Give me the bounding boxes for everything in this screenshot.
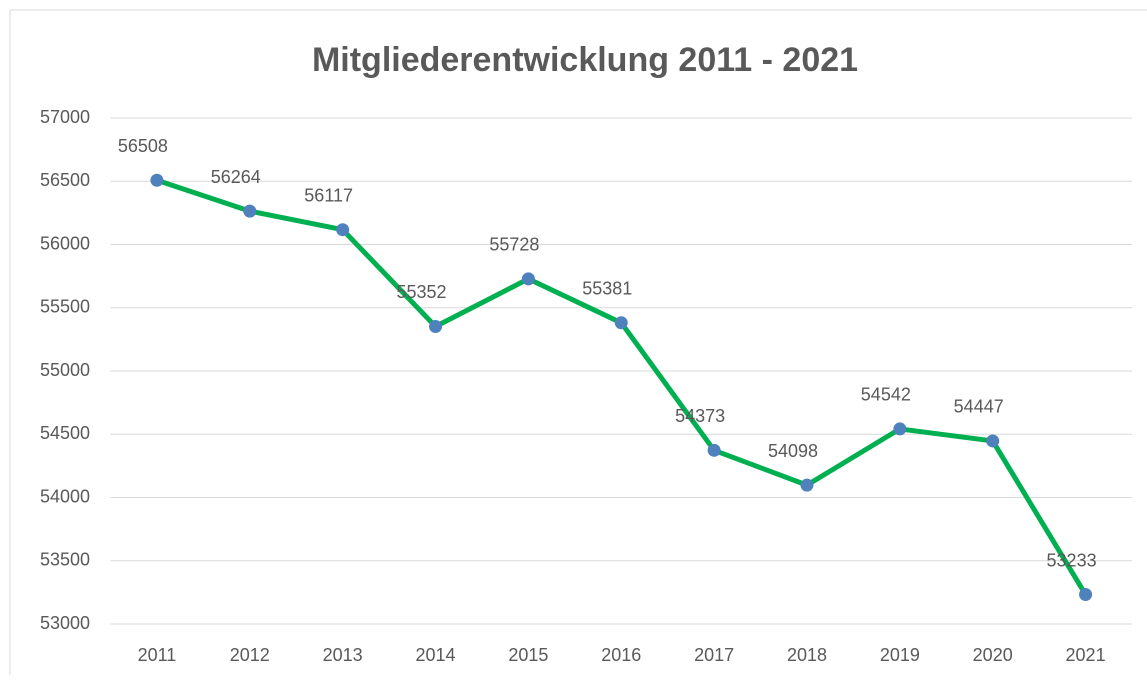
y-tick-label: 54500 (40, 423, 90, 443)
x-tick-label: 2014 (415, 645, 455, 665)
data-point (429, 319, 443, 333)
x-tick-label: 2012 (230, 645, 270, 665)
x-tick-label: 2021 (1066, 645, 1106, 665)
data-point (893, 422, 907, 436)
data-point (986, 434, 1000, 448)
x-tick-label: 2018 (787, 645, 827, 665)
y-tick-label: 53000 (40, 613, 90, 633)
data-label: 53233 (1047, 550, 1097, 570)
data-label: 54542 (861, 385, 911, 405)
data-point (150, 173, 164, 187)
data-label: 55381 (582, 279, 632, 299)
data-label: 56508 (118, 136, 168, 156)
y-tick-label: 56000 (40, 233, 90, 253)
x-tick-label: 2019 (880, 645, 920, 665)
x-tick-label: 2015 (508, 645, 548, 665)
x-tick-label: 2017 (694, 645, 734, 665)
y-tick-label: 55000 (40, 360, 90, 380)
data-point (521, 272, 535, 286)
data-label: 55728 (489, 235, 539, 255)
y-tick-label: 56500 (40, 170, 90, 190)
chart-title: Mitgliederentwicklung 2011 - 2021 (312, 41, 858, 79)
data-label: 56117 (304, 185, 353, 205)
x-tick-label: 2011 (138, 645, 177, 665)
y-tick-label: 57000 (40, 107, 90, 127)
data-point (707, 443, 721, 457)
y-tick-label: 55500 (40, 297, 90, 317)
x-tick-label: 2020 (973, 645, 1013, 665)
data-point (800, 478, 814, 492)
data-label: 54098 (768, 441, 818, 461)
chart-border (9, 9, 1147, 680)
y-tick-label: 53500 (40, 550, 90, 570)
y-tick-label: 54000 (40, 486, 90, 506)
data-label: 55352 (396, 282, 446, 302)
x-tick-label: 2016 (601, 645, 641, 665)
data-label: 56264 (211, 167, 261, 187)
data-point (1079, 588, 1093, 602)
x-tick-label: 2013 (323, 645, 363, 665)
data-label: 54447 (954, 397, 1004, 417)
data-point (243, 204, 257, 218)
data-label: 54373 (675, 406, 725, 426)
data-point (614, 316, 628, 330)
data-point (336, 223, 350, 237)
